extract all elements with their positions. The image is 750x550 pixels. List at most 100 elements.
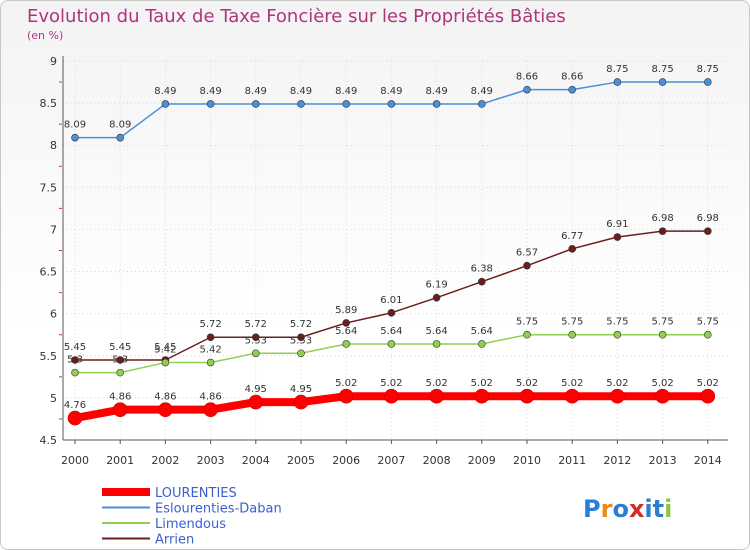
data-label: 6.91 bbox=[606, 219, 628, 230]
data-label: 5.75 bbox=[651, 317, 673, 328]
data-label: 4.95 bbox=[290, 384, 312, 395]
data-label: 8.49 bbox=[199, 86, 221, 97]
data-label: 5.3 bbox=[112, 355, 128, 366]
data-label: 8.49 bbox=[471, 86, 493, 97]
data-label: 6.57 bbox=[516, 248, 538, 259]
data-label: 5.3 bbox=[67, 355, 83, 366]
data-label: 8.49 bbox=[335, 86, 357, 97]
data-label: 5.45 bbox=[109, 342, 131, 353]
data-point bbox=[297, 349, 305, 358]
data-label: 8.49 bbox=[425, 86, 447, 97]
data-point bbox=[71, 133, 79, 142]
data-point bbox=[523, 85, 531, 94]
data-label: 8.75 bbox=[606, 64, 628, 75]
data-label: 5.72 bbox=[199, 319, 221, 330]
data-label: 5.02 bbox=[471, 378, 493, 389]
data-point bbox=[342, 100, 351, 108]
data-point bbox=[655, 388, 670, 404]
x-tick-label: 2008 bbox=[423, 454, 451, 467]
data-point bbox=[116, 368, 124, 377]
x-tick-label: 2005 bbox=[287, 454, 315, 467]
y-tick-label: 9 bbox=[50, 55, 57, 68]
data-label: 8.49 bbox=[380, 86, 402, 97]
data-label: 4.86 bbox=[109, 392, 131, 403]
x-tick-label: 2000 bbox=[61, 454, 89, 467]
legend-label: Arrien bbox=[155, 533, 194, 548]
data-label: 5.02 bbox=[516, 378, 538, 389]
data-point bbox=[116, 356, 124, 364]
data-point bbox=[432, 100, 441, 108]
chart-title: Evolution du Taux de Taxe Foncière sur l… bbox=[27, 6, 566, 27]
data-label: 5.45 bbox=[154, 342, 176, 353]
x-tick-label: 2004 bbox=[242, 454, 270, 467]
data-label: 5.53 bbox=[245, 335, 267, 346]
data-point bbox=[432, 340, 441, 348]
y-tick-label: 7.5 bbox=[40, 181, 58, 194]
data-label: 5.64 bbox=[380, 326, 402, 337]
x-tick-label: 2006 bbox=[332, 454, 360, 467]
data-point bbox=[112, 402, 128, 417]
data-point bbox=[387, 340, 396, 348]
data-point bbox=[474, 388, 490, 404]
data-point bbox=[477, 277, 486, 286]
y-tick-label: 8.5 bbox=[40, 97, 58, 110]
data-point bbox=[432, 293, 441, 302]
data-label: 4.95 bbox=[245, 384, 267, 395]
data-point bbox=[71, 368, 79, 377]
data-label: 5.02 bbox=[606, 378, 628, 389]
data-label: 6.38 bbox=[471, 264, 493, 275]
data-point bbox=[342, 319, 351, 327]
legend-label: LOURENTIES bbox=[155, 486, 237, 501]
data-point bbox=[161, 100, 170, 108]
data-labels: 4.76 4.86 4.86 4.86 4.95 4.95 5.02 5.02 5.02 5.02… bbox=[64, 64, 719, 411]
x-tick-label: 2002 bbox=[151, 454, 179, 467]
data-label: 8.09 bbox=[109, 120, 131, 131]
data-label: 6.19 bbox=[425, 280, 447, 291]
proxiti-logo: Proxiti bbox=[583, 495, 672, 523]
data-label: 8.49 bbox=[290, 86, 312, 97]
data-point bbox=[610, 388, 625, 404]
data-point bbox=[387, 100, 396, 108]
y-tick-label: 7 bbox=[50, 223, 57, 236]
series-group bbox=[67, 78, 716, 426]
data-label: 5.75 bbox=[516, 317, 538, 328]
data-label: 6.98 bbox=[697, 213, 719, 224]
data-point bbox=[700, 388, 716, 404]
data-point bbox=[613, 233, 622, 241]
data-point bbox=[293, 394, 309, 410]
x-tick-label: 2010 bbox=[513, 454, 541, 467]
data-point bbox=[206, 100, 215, 108]
data-label: 5.45 bbox=[64, 342, 86, 353]
data-point bbox=[297, 100, 305, 108]
data-point bbox=[703, 330, 712, 339]
data-point bbox=[252, 349, 260, 358]
data-label: 5.02 bbox=[651, 378, 673, 389]
data-point bbox=[564, 388, 580, 404]
data-point bbox=[523, 330, 531, 339]
x-tick-label: 2009 bbox=[468, 454, 496, 467]
data-point bbox=[338, 388, 354, 404]
y-tick-label: 8 bbox=[50, 139, 57, 152]
data-point bbox=[71, 356, 79, 364]
data-point bbox=[203, 402, 218, 417]
data-point bbox=[161, 358, 170, 367]
data-label: 5.02 bbox=[380, 378, 402, 389]
data-label: 8.49 bbox=[245, 86, 267, 97]
data-label: 5.75 bbox=[606, 317, 628, 328]
data-point bbox=[658, 227, 667, 235]
data-point bbox=[519, 388, 535, 404]
x-tick-label: 2001 bbox=[106, 454, 134, 467]
data-label: 5.75 bbox=[697, 317, 719, 328]
data-point bbox=[703, 78, 712, 86]
x-tick-label: 2012 bbox=[603, 454, 631, 467]
data-label: 8.66 bbox=[561, 72, 583, 83]
data-point bbox=[477, 100, 486, 108]
data-label: 5.02 bbox=[561, 378, 583, 389]
data-label: 8.49 bbox=[154, 86, 176, 97]
y-tick-label: 4.5 bbox=[40, 434, 58, 447]
data-label: 4.86 bbox=[154, 392, 176, 403]
data-label: 8.66 bbox=[516, 72, 538, 83]
